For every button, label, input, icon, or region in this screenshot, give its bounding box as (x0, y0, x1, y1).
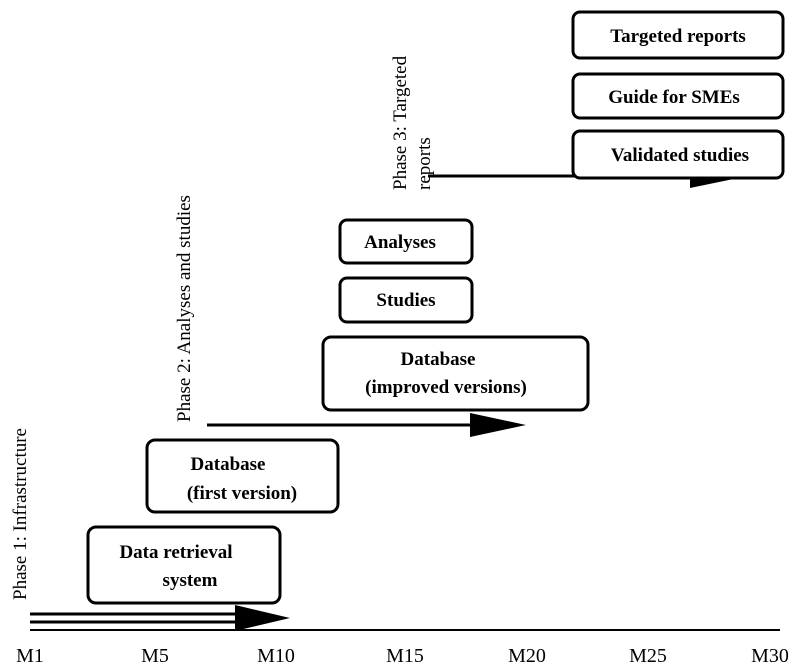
box-label: (improved versions) (365, 377, 527, 398)
axis-label: M1 (16, 645, 44, 667)
box-label: Validated studies (611, 145, 749, 166)
phase-label: Phase 2: Analyses and studies (174, 195, 195, 422)
box-label: system (163, 570, 218, 591)
box-label: Targeted reports (610, 26, 746, 47)
phase-label: Phase 3: Targeted (390, 55, 411, 190)
box-label: Studies (376, 290, 435, 311)
axis-label: M5 (141, 645, 169, 667)
box (338, 276, 474, 324)
box-label: Data retrieval (119, 542, 232, 563)
axis-label: M15 (386, 645, 424, 667)
box-label: (first version) (187, 483, 297, 504)
box (145, 438, 340, 514)
phase-2-arrow (207, 413, 526, 437)
phase-label: reports (414, 137, 435, 190)
phase-label: Phase 1: Infrastructure (10, 428, 31, 600)
box (571, 72, 785, 120)
axis-labels: M1 M5 M10 M15 M20 M25 M30 (16, 645, 789, 667)
axis-label: M10 (257, 645, 295, 667)
box (571, 129, 785, 180)
box-label: Analyses (364, 232, 436, 253)
phase-1-arrow (30, 605, 290, 631)
box (571, 10, 785, 60)
box (338, 218, 474, 265)
box (86, 525, 282, 605)
box-label: Database (191, 454, 266, 475)
axis-label: M20 (508, 645, 546, 667)
axis-label: M30 (751, 645, 789, 667)
box-label: Guide for SMEs (608, 87, 740, 108)
box-label: Database (401, 349, 476, 370)
box (321, 335, 590, 412)
axis-label: M25 (629, 645, 667, 667)
